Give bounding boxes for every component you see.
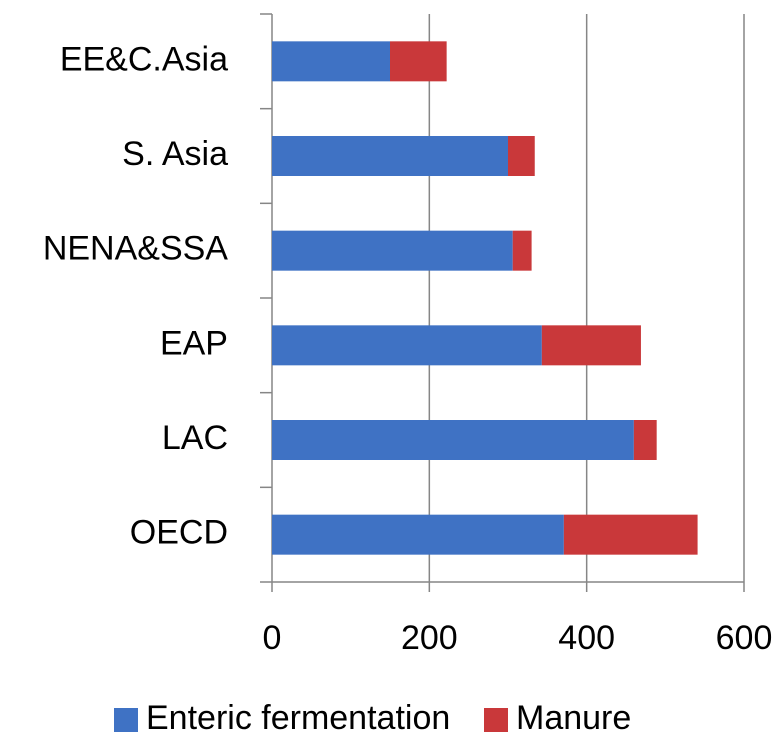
y-tick-label: EAP bbox=[160, 324, 228, 362]
x-tick-label: 200 bbox=[401, 619, 458, 657]
legend-label: Enteric fermentation bbox=[146, 699, 450, 737]
bar-segment bbox=[272, 230, 513, 271]
bar-segment bbox=[272, 325, 542, 366]
x-tick-label: 0 bbox=[263, 619, 282, 657]
bar-segment bbox=[390, 41, 447, 82]
x-tick-label: 600 bbox=[716, 619, 773, 657]
y-tick-label: LAC bbox=[162, 419, 228, 457]
bar-segment bbox=[272, 514, 564, 555]
bar-segment bbox=[633, 420, 657, 460]
legend-label: Manure bbox=[516, 699, 631, 737]
y-tick-label: S. Asia bbox=[122, 135, 228, 173]
bar-segment bbox=[541, 325, 641, 366]
bar-segment bbox=[563, 514, 698, 555]
x-tick-label: 400 bbox=[558, 619, 615, 657]
bar-segment bbox=[272, 420, 634, 460]
legend-swatch bbox=[484, 708, 508, 732]
legend-swatch bbox=[114, 708, 138, 732]
bar-segment bbox=[272, 136, 508, 176]
bar-segment bbox=[272, 41, 390, 82]
y-tick-label: NENA&SSA bbox=[43, 230, 228, 268]
bar-segment bbox=[508, 136, 535, 176]
y-tick-label: EE&C.Asia bbox=[60, 40, 228, 78]
bar-segment bbox=[512, 230, 532, 271]
y-tick-label: OECD bbox=[130, 514, 228, 552]
